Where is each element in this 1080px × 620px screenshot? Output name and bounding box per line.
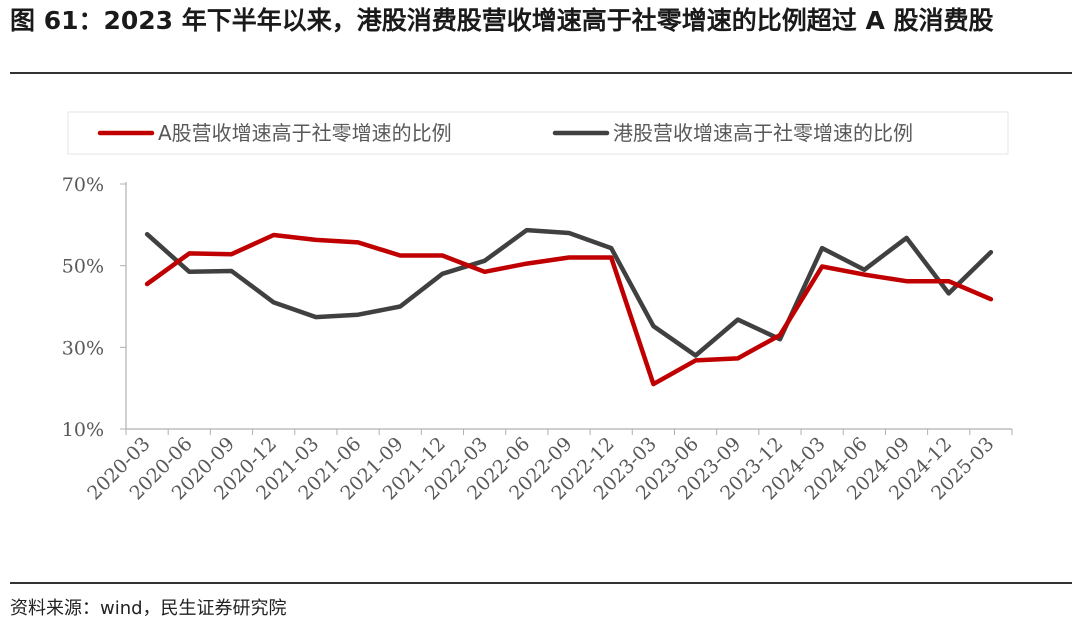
series-1-point bbox=[694, 358, 698, 362]
series-2-point bbox=[989, 250, 993, 254]
axes bbox=[125, 182, 1012, 430]
series-1-point bbox=[947, 279, 951, 283]
series-1-point bbox=[905, 279, 909, 283]
y-axis: 10% 30% 50% 70% bbox=[62, 174, 126, 441]
series-1-point bbox=[230, 252, 234, 256]
series-2-point bbox=[820, 246, 824, 250]
series-line-2 bbox=[144, 227, 994, 358]
series-1-point bbox=[440, 254, 444, 258]
figure-title: 图 61：2023 年下半年以来，港股消费股营收增速高于社零增速的比例超过 A … bbox=[10, 6, 994, 35]
series-1-point bbox=[567, 256, 571, 260]
series-1-point bbox=[314, 238, 318, 242]
series-1-point bbox=[483, 270, 487, 274]
y-tick-label: 10% bbox=[62, 419, 104, 441]
series-1-point bbox=[820, 265, 824, 269]
legend-box bbox=[67, 111, 1009, 155]
series-1-point bbox=[187, 251, 191, 255]
series-2-point bbox=[356, 313, 360, 317]
series-2-point bbox=[651, 324, 655, 328]
x-axis: 2020-032020-062020-092020-122021-032021-… bbox=[83, 429, 1013, 504]
series-1-point bbox=[272, 233, 276, 237]
series-2-point bbox=[145, 232, 149, 236]
series-2-point bbox=[736, 318, 740, 322]
title-divider bbox=[10, 72, 1072, 74]
series-1-point bbox=[145, 282, 149, 286]
line-chart: A股营收增速高于社零增速的比例 港股营收增速高于社零增速的比例 10% 30% 50%… bbox=[62, 111, 1013, 504]
series-1-point bbox=[356, 240, 360, 244]
series-1-point bbox=[609, 256, 613, 260]
y-tick-label: 70% bbox=[62, 174, 104, 196]
series-2-point bbox=[440, 272, 444, 276]
y-tick-label: 50% bbox=[62, 256, 104, 278]
series-2-point bbox=[230, 269, 234, 273]
legend-label-1: A股营收增速高于社零增速的比例 bbox=[158, 121, 452, 145]
series-2-point bbox=[272, 300, 276, 304]
series-2-point bbox=[187, 270, 191, 274]
series-2-point bbox=[609, 246, 613, 250]
series-2-point bbox=[314, 315, 318, 319]
series-2-point bbox=[525, 228, 529, 232]
series-line-1 bbox=[144, 232, 994, 387]
series-lines bbox=[144, 227, 994, 387]
series-2-point bbox=[483, 259, 487, 263]
series-1-point bbox=[736, 356, 740, 360]
series-1-point bbox=[398, 254, 402, 258]
series-2-point bbox=[694, 354, 698, 358]
source-divider bbox=[10, 582, 1072, 584]
series-1-point bbox=[778, 333, 782, 337]
source-note: 资料来源：wind，民生证券研究院 bbox=[10, 598, 287, 619]
series-1-point bbox=[989, 297, 993, 301]
series-2-point bbox=[398, 305, 402, 309]
series-2-point bbox=[862, 268, 866, 272]
legend-label-2: 港股营收增速高于社零增速的比例 bbox=[613, 121, 913, 145]
series-1-point bbox=[525, 262, 529, 266]
series-2-point bbox=[947, 291, 951, 295]
legend: A股营收增速高于社零增速的比例 港股营收增速高于社零增速的比例 bbox=[67, 111, 1009, 155]
y-tick-label: 30% bbox=[62, 337, 104, 359]
series-1-point bbox=[651, 382, 655, 386]
series-2-point bbox=[905, 236, 909, 240]
series-1-point bbox=[862, 273, 866, 277]
series-2-point bbox=[567, 231, 571, 235]
